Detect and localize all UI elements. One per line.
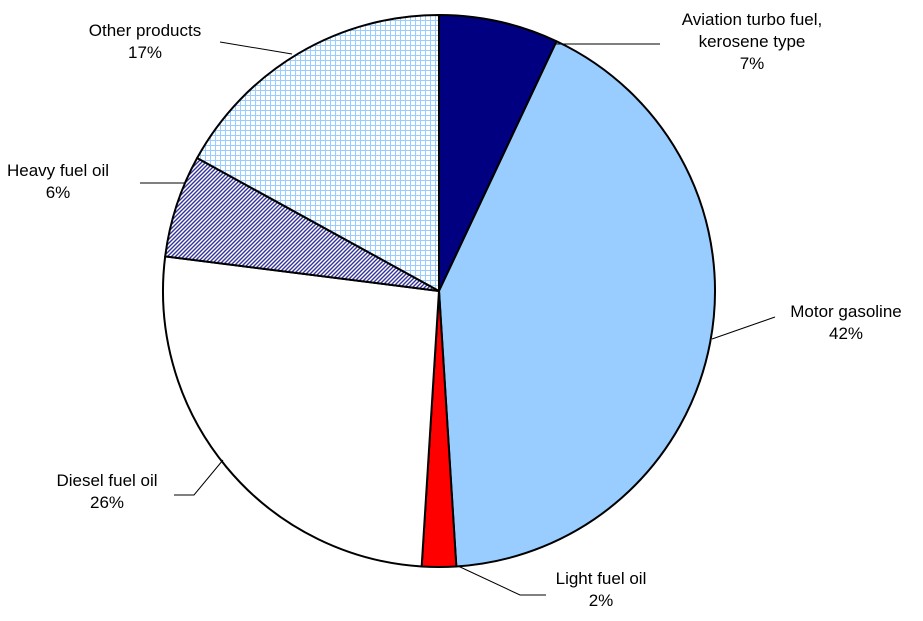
slice-label-aviation: Aviation turbo fuel, kerosene type 7%: [682, 10, 823, 73]
slice-percent-other-products: 17%: [128, 43, 162, 62]
slice-percent-aviation: 7%: [740, 54, 765, 73]
slice-name-aviation: kerosene type: [699, 32, 806, 51]
slice-name-light-fuel-oil: Light fuel oil: [556, 569, 647, 588]
pie-slice-aviation: [438, 14, 558, 292]
slice-name-diesel-fuel-oil: Diesel fuel oil: [56, 471, 157, 490]
pie-slice-other-products: [196, 14, 440, 292]
leader-lines: [140, 41, 776, 596]
slice-label-light-fuel-oil: Light fuel oil 2%: [556, 569, 647, 610]
slice-percent-motor-gasoline: 42%: [829, 324, 863, 343]
slice-label-other-products: Other products 17%: [89, 21, 201, 62]
pie-slice-motor-gasoline: [438, 40, 716, 568]
slice-percent-light-fuel-oil: 2%: [589, 591, 614, 610]
slice-name-other-products: Other products: [89, 21, 201, 40]
pie-slice-diesel-fuel-oil: [162, 255, 440, 568]
leader-line-motor-gasoline: [711, 316, 776, 340]
leader-line-other-products: [219, 41, 293, 55]
leader-line-light-fuel-oil: [457, 565, 546, 596]
slice-percent-diesel-fuel-oil: 26%: [90, 493, 124, 512]
slice-label-diesel-fuel-oil: Diesel fuel oil 26%: [56, 471, 157, 512]
slice-labels: Aviation turbo fuel, kerosene type 7% Motor…: [7, 10, 902, 610]
slice-name-motor-gasoline: Motor gasoline: [790, 302, 902, 321]
pie-slices: [162, 14, 716, 569]
slice-name-aviation: Aviation turbo fuel,: [682, 10, 823, 29]
leader-line-diesel-fuel-oil: [174, 459, 224, 496]
slice-label-heavy-fuel-oil: Heavy fuel oil 6%: [7, 161, 109, 202]
slice-name-heavy-fuel-oil: Heavy fuel oil: [7, 161, 109, 180]
slice-percent-heavy-fuel-oil: 6%: [46, 183, 71, 202]
slice-label-motor-gasoline: Motor gasoline 42%: [790, 302, 902, 343]
